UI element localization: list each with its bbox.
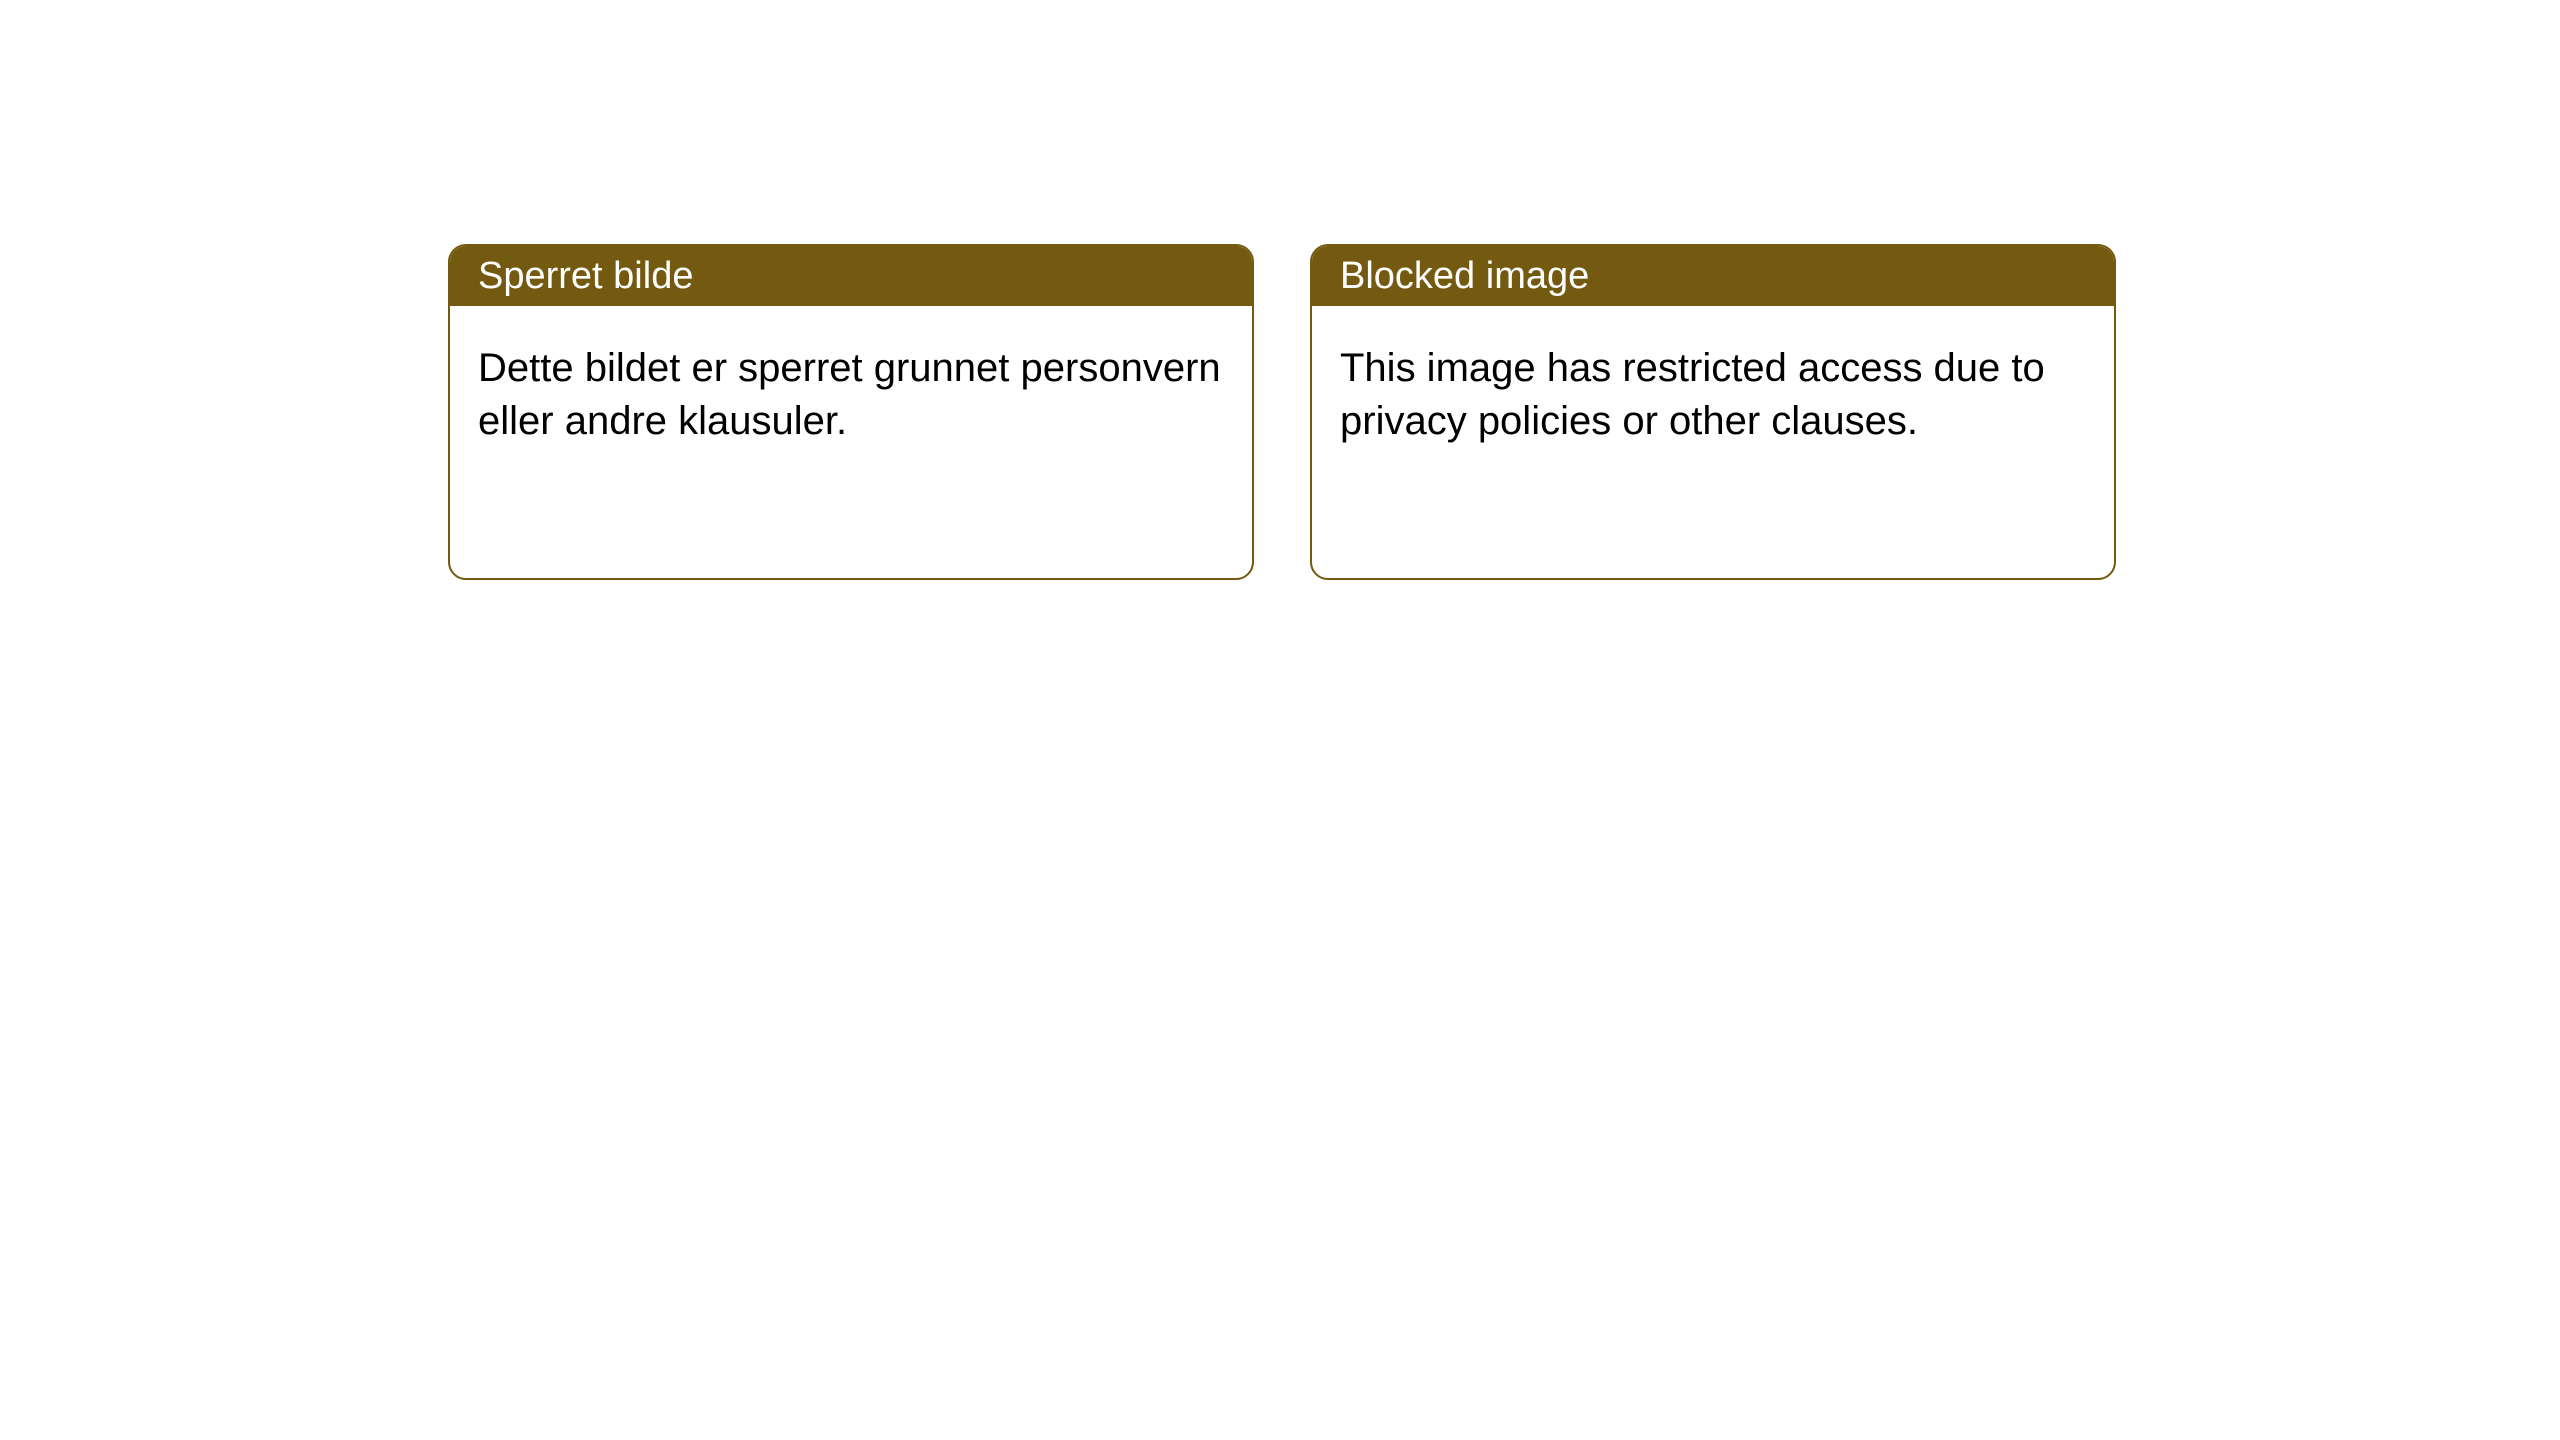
card-body-text: This image has restricted access due to …	[1340, 346, 2045, 443]
card-title: Blocked image	[1340, 255, 1589, 298]
card-body-text: Dette bildet er sperret grunnet personve…	[478, 346, 1221, 443]
card-title: Sperret bilde	[478, 255, 693, 298]
notice-cards-container: Sperret bilde Dette bildet er sperret gr…	[0, 0, 2560, 580]
blocked-image-card-norwegian: Sperret bilde Dette bildet er sperret gr…	[448, 244, 1254, 580]
card-header: Sperret bilde	[450, 246, 1252, 306]
blocked-image-card-english: Blocked image This image has restricted …	[1310, 244, 2116, 580]
card-header: Blocked image	[1312, 246, 2114, 306]
card-body: This image has restricted access due to …	[1312, 306, 2114, 484]
card-body: Dette bildet er sperret grunnet personve…	[450, 306, 1252, 484]
